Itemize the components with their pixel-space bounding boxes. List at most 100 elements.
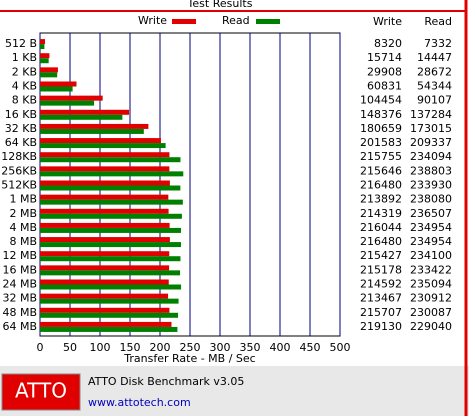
value-label: 173015: [410, 122, 452, 135]
value-label: 216480: [360, 179, 402, 192]
value-label: 214319: [360, 207, 402, 220]
bar: [40, 157, 181, 163]
website-link[interactable]: www.attotech.com: [88, 396, 191, 409]
value-label: 104454: [360, 94, 402, 107]
value-label: 8320: [374, 37, 402, 50]
y-tick-label: 64 MB: [2, 320, 37, 333]
bar: [40, 256, 181, 262]
value-label: 230087: [410, 306, 452, 319]
legend-swatch: [256, 19, 280, 24]
value-label: 14447: [417, 51, 452, 64]
legend-label: Write: [138, 14, 167, 27]
product-name: ATTO Disk Benchmark v3.05: [88, 375, 244, 388]
value-label: 216044: [360, 221, 402, 234]
bar: [40, 86, 73, 92]
y-tick-label: 2 KB: [12, 65, 37, 78]
value-label: 234954: [410, 235, 452, 248]
bar: [40, 298, 179, 304]
bar: [40, 270, 181, 276]
bar: [40, 138, 161, 144]
x-axis-label: Transfer Rate - MB / Sec: [123, 352, 255, 365]
value-label: 60831: [367, 80, 402, 93]
x-tick-label: 0: [37, 341, 44, 354]
value-label: 234100: [410, 249, 452, 262]
x-tick-label: 200: [150, 341, 171, 354]
y-tick-label: 8 MB: [9, 235, 37, 248]
value-label: 215646: [360, 164, 402, 177]
bar: [40, 321, 172, 327]
y-tick-label: 512KB: [1, 179, 37, 192]
bar: [40, 171, 184, 177]
value-label: 28672: [417, 65, 452, 78]
bar: [40, 199, 183, 205]
value-label: 238080: [410, 193, 452, 206]
y-tick-label: 4 MB: [9, 221, 37, 234]
value-label: 233422: [410, 263, 452, 276]
y-tick-label: 8 KB: [12, 94, 37, 107]
bar: [40, 284, 182, 290]
y-tick-label: 2 MB: [9, 207, 37, 220]
logo: [1, 373, 81, 411]
x-tick-label: 350: [240, 341, 261, 354]
value-label: 229040: [410, 320, 452, 333]
value-label: 230912: [410, 292, 452, 305]
x-tick-label: 150: [120, 341, 141, 354]
y-tick-label: 16 MB: [2, 263, 37, 276]
x-tick-label: 500: [330, 341, 351, 354]
value-label: 54344: [417, 80, 452, 93]
value-label: 180659: [360, 122, 402, 135]
bar: [40, 251, 170, 257]
value-label: 233930: [410, 179, 452, 192]
y-tick-label: 128KB: [1, 150, 37, 163]
y-tick-label: 32 MB: [2, 292, 37, 305]
value-label: 90107: [417, 94, 452, 107]
value-label: 137284: [410, 108, 452, 121]
y-tick-label: 64 KB: [5, 136, 37, 149]
value-label: 219130: [360, 320, 402, 333]
value-label: 29908: [367, 65, 402, 78]
x-tick-label: 50: [63, 341, 77, 354]
bar: [40, 72, 58, 78]
bar: [40, 39, 45, 45]
legend-label: Read: [222, 14, 250, 27]
y-tick-label: 1 MB: [9, 193, 37, 206]
bar: [40, 265, 170, 271]
value-label: 234094: [410, 150, 452, 163]
bar: [40, 326, 178, 332]
bar: [40, 227, 181, 233]
value-label: 238803: [410, 164, 452, 177]
bar: [40, 128, 144, 134]
bar: [40, 222, 170, 228]
column-header: Read: [424, 15, 452, 28]
x-tick-label: 100: [90, 341, 111, 354]
x-tick-label: 400: [270, 341, 291, 354]
value-label: 216480: [360, 235, 402, 248]
y-tick-label: 256KB: [1, 164, 37, 177]
value-label: 215427: [360, 249, 402, 262]
bar: [40, 194, 169, 200]
value-label: 215755: [360, 150, 402, 163]
bar: [40, 152, 170, 158]
value-label: 215707: [360, 306, 402, 319]
y-tick-label: 32 KB: [5, 122, 37, 135]
bar: [40, 53, 50, 59]
value-label: 235094: [410, 278, 452, 291]
bar: [40, 143, 166, 149]
bar: [40, 242, 181, 248]
value-label: 15714: [367, 51, 402, 64]
bar: [40, 67, 58, 73]
bar: [40, 58, 49, 64]
bar: [40, 44, 45, 50]
value-label: 209337: [410, 136, 452, 149]
column-header: Write: [373, 15, 402, 28]
bar: [40, 237, 170, 243]
bar: [40, 123, 149, 129]
y-tick-label: 48 MB: [2, 306, 37, 319]
bar: [40, 95, 103, 101]
y-tick-label: 16 KB: [5, 108, 37, 121]
bar: [40, 109, 130, 115]
bar: [40, 213, 182, 219]
bar: [40, 166, 170, 172]
value-label: 234954: [410, 221, 452, 234]
